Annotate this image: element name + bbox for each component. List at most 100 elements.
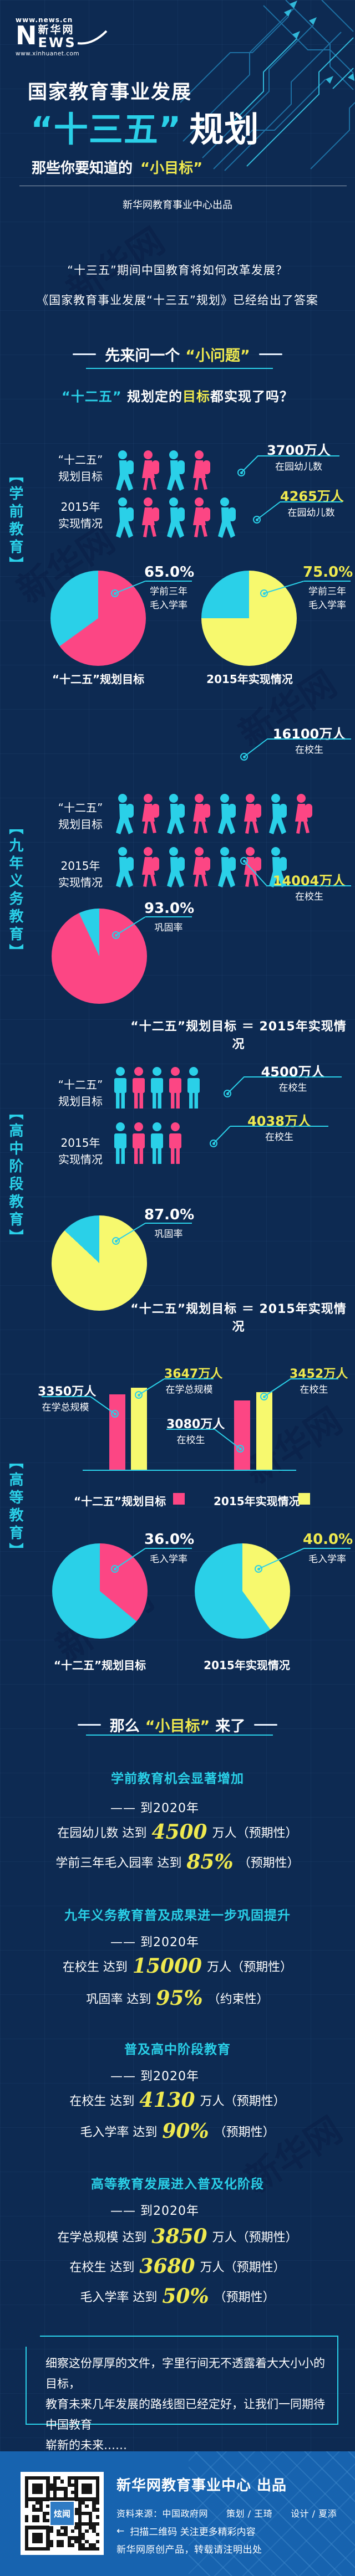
higher-ed-bar-chart	[83, 1385, 296, 1470]
pie-desc: 学前三年 毛入学率	[308, 586, 346, 611]
person-icon	[193, 450, 210, 490]
dash-right	[254, 1724, 278, 1726]
goal-item: 毛入学率 达到 50% （预期性）	[80, 2285, 275, 2308]
callout-rule	[291, 1378, 338, 1379]
bar-plan-students	[234, 1400, 250, 1470]
callout-line	[213, 1126, 231, 1144]
pie-compulsory-rate	[52, 909, 147, 1004]
person-icon	[167, 497, 185, 538]
row-label: 2015年 实现情况	[58, 859, 103, 889]
outro-border-left	[26, 2347, 27, 2425]
logo-url-top: www.news.cn	[16, 16, 73, 24]
lead-underline	[86, 368, 273, 369]
dash-left	[77, 1724, 101, 1726]
xinhuanet-logo: www.news.cn N 新华网 EWS www.xinhuanet.com	[16, 17, 108, 57]
title-plan-word: 规划	[189, 109, 260, 150]
subtitle-prefix: 那些你要知道的	[32, 160, 133, 177]
lead-highlight: “小问题”	[185, 347, 250, 365]
qr-center-logo: 炫闻	[49, 2501, 75, 2526]
callout-rule	[166, 1429, 215, 1430]
outro-border-top	[40, 2336, 338, 2337]
legend-label-actual: 2015年实现情况	[214, 1495, 300, 1508]
question-125: “十二五” 规划定的目标都实现了吗？	[0, 386, 355, 405]
lead-prefix: 先来问一个	[105, 347, 180, 365]
callout-rule	[267, 885, 351, 886]
goal-when: —— 到2020年	[110, 2070, 199, 2084]
person-icon	[133, 1122, 145, 1164]
footer: 炫闻 新华网教育事业中心 出品 资料来源：中国政府网 策划 / 王琦 设计 / …	[0, 2451, 355, 2576]
person-icon	[193, 847, 210, 887]
goal-item: 学前三年毛入园率 达到 85% （预期性）	[55, 1850, 300, 1874]
person-icon	[169, 1122, 181, 1164]
person-icon	[116, 450, 134, 491]
intro-question-2: 《国家教育事业发展“十三五”规划》已经给出了答案	[37, 294, 318, 307]
bar-callout-desc: 在学总规模	[42, 1402, 89, 1413]
goal-item: 在校生 达到 15000 万人（预期性）	[62, 1954, 293, 1978]
person-icon	[116, 497, 134, 538]
pie-caption: 2015年实现情况	[206, 673, 293, 686]
callout-rule	[267, 738, 351, 740]
row-label: 2015年 实现情况	[58, 1136, 103, 1166]
pie-percent: 40.0%	[303, 1531, 353, 1548]
goal-item: 在学总规模 达到 3850 万人（预期性）	[57, 2225, 298, 2248]
person-icon	[167, 847, 185, 887]
goal-item: 巩固率 达到 95% （约束性）	[86, 1987, 269, 2010]
row-label: “十二五” 规划目标	[58, 801, 103, 831]
logo-swoosh-icon	[77, 30, 108, 45]
goal-group-title: 学前教育机会显著增加	[111, 1772, 244, 1786]
footer-credits: 资料来源：中国政府网 策划 / 王琦 设计 / 夏添	[116, 2508, 337, 2519]
callout-desc: 在校生	[295, 745, 323, 756]
callout-desc: 在园幼儿数	[275, 461, 322, 473]
pie-higher-ed-actual	[195, 1543, 290, 1639]
callout-rule	[145, 916, 192, 917]
pie-percent: 65.0%	[144, 564, 195, 581]
main-title-line1: 国家教育事业发展	[28, 81, 192, 104]
pie-desc: 巩固率	[154, 1229, 183, 1240]
callout-desc: 在校生	[278, 1082, 307, 1094]
pictogram-row	[114, 793, 315, 838]
main-title-line2: “十三五” 规划	[31, 101, 260, 151]
pictogram-row	[112, 1122, 184, 1166]
person-icon	[193, 794, 210, 834]
callout-rule	[304, 1548, 351, 1549]
logo-n: N	[16, 20, 37, 50]
goals-underline	[86, 1735, 273, 1736]
person-icon	[244, 794, 261, 834]
goal-group-title: 九年义务教育普及成果进一步巩固提升	[64, 1908, 291, 1923]
goal-item: 在园幼儿数 达到 4500 万人（预期性）	[57, 1820, 298, 1844]
intro-question-1: “十三五”期间中国教育将如何改革发展？	[67, 264, 288, 277]
legend-swatch-yellow	[298, 1493, 310, 1505]
outro-border-right	[337, 2336, 338, 2425]
person-icon	[133, 1067, 145, 1109]
logo-url-bottom: www.xinhuanet.com	[16, 50, 80, 57]
dash-left	[73, 353, 97, 355]
section-label-higher-ed: 【高等教育】	[7, 1454, 23, 1561]
title-plan-name: “十三五”	[31, 109, 182, 150]
footer-note: 新华网原创产品，转载请注明出处	[116, 2544, 262, 2556]
row-label: “十二五” 规划目标	[58, 453, 103, 483]
byline: 新华网教育事业中心出品	[123, 199, 232, 211]
bar-callout-desc: 在学总规模	[165, 1384, 213, 1395]
goal-when: —— 到2020年	[110, 1936, 199, 1949]
outro-text: 细察这份厚厚的文件，字里行间无不透露着大大小小的目标， 教育未来几年发展的路线图…	[45, 2357, 325, 2452]
goals-highlight: “小目标”	[145, 1718, 210, 1735]
footer-publisher: 新华网教育事业中心 出品	[116, 2477, 287, 2494]
person-icon	[142, 847, 159, 887]
person-icon	[187, 1067, 200, 1109]
person-icon	[142, 450, 159, 490]
callout-rule	[280, 501, 342, 502]
person-icon	[167, 450, 185, 491]
footer-pattern-decoration	[189, 2451, 355, 2576]
qr-code: 炫闻	[21, 2472, 104, 2555]
person-icon	[116, 847, 134, 887]
dash-right	[258, 353, 282, 355]
goal-item: 在校生 达到 3680 万人（预期性）	[69, 2255, 286, 2278]
q3-highlight: “十二五”	[62, 389, 122, 404]
pictogram-row	[114, 497, 238, 541]
person-icon	[169, 1067, 181, 1109]
pie-percent: 93.0%	[144, 900, 195, 917]
pie-percent: 36.0%	[144, 1531, 195, 1548]
section-label-highschool: 【高中阶段教育】	[7, 1105, 23, 1247]
goal-item: 毛入学率 达到 90% （预期性）	[80, 2120, 275, 2143]
pie-desc: 学前三年 毛入学率	[150, 586, 187, 611]
